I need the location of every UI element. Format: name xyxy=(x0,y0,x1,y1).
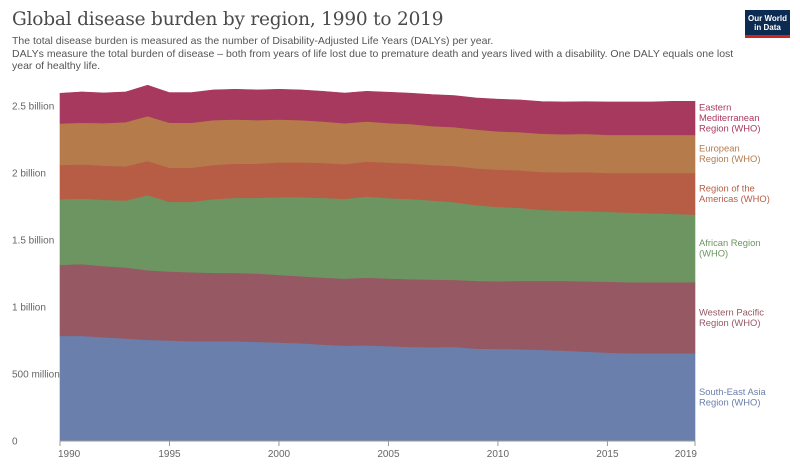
area-eastern-mediterranean-region-who[interactable] xyxy=(59,84,696,136)
legend-label[interactable]: Eastern Mediterranean Region (WHO) xyxy=(699,102,760,134)
area-series[interactable] xyxy=(59,84,696,442)
x-tick-label: 2015 xyxy=(596,449,619,460)
x-tick-label: 2010 xyxy=(487,449,510,460)
x-tick-label: 1995 xyxy=(158,449,181,460)
chart-subtitle: The total disease burden is measured as … xyxy=(12,35,737,73)
logo-line-1: Our World xyxy=(748,14,787,23)
x-tick-label: 1990 xyxy=(58,449,81,460)
legend-label[interactable]: Region of the Americas (WHO) xyxy=(699,183,770,205)
legend[interactable]: South-East Asia Region (WHO) Western Pacif… xyxy=(699,102,770,408)
legend-label[interactable]: South-East Asia Region (WHO) xyxy=(699,386,766,408)
x-tick-label: 2000 xyxy=(268,449,291,460)
y-tick-label: 0 xyxy=(12,437,18,448)
y-tick-label: 2.5 billion xyxy=(12,102,54,113)
axes: 0 500 million 1 billion 1.5 billion 2 billio… xyxy=(12,102,697,461)
subtitle-line-2: DALYs measure the total burden of diseas… xyxy=(12,47,734,73)
y-tick-label: 500 million xyxy=(12,370,60,381)
x-tick-label: 2005 xyxy=(377,449,400,460)
y-tick-label: 1.5 billion xyxy=(12,236,54,247)
x-tick-label: 2019 xyxy=(675,449,698,460)
our-world-in-data-logo[interactable]: Our World in Data xyxy=(745,10,790,38)
legend-label[interactable]: European Region (WHO) xyxy=(699,143,760,165)
logo-line-2: in Data xyxy=(754,23,781,32)
y-tick-label: 1 billion xyxy=(12,303,46,314)
legend-label[interactable]: African Region (WHO) xyxy=(699,237,761,259)
y-tick-label: 2 billion xyxy=(12,169,46,180)
chart-title: Global disease burden by region, 1990 to… xyxy=(12,9,444,30)
legend-label[interactable]: Western Pacific Region (WHO) xyxy=(699,306,764,328)
subtitle-line-1: The total disease burden is measured as … xyxy=(12,35,494,47)
